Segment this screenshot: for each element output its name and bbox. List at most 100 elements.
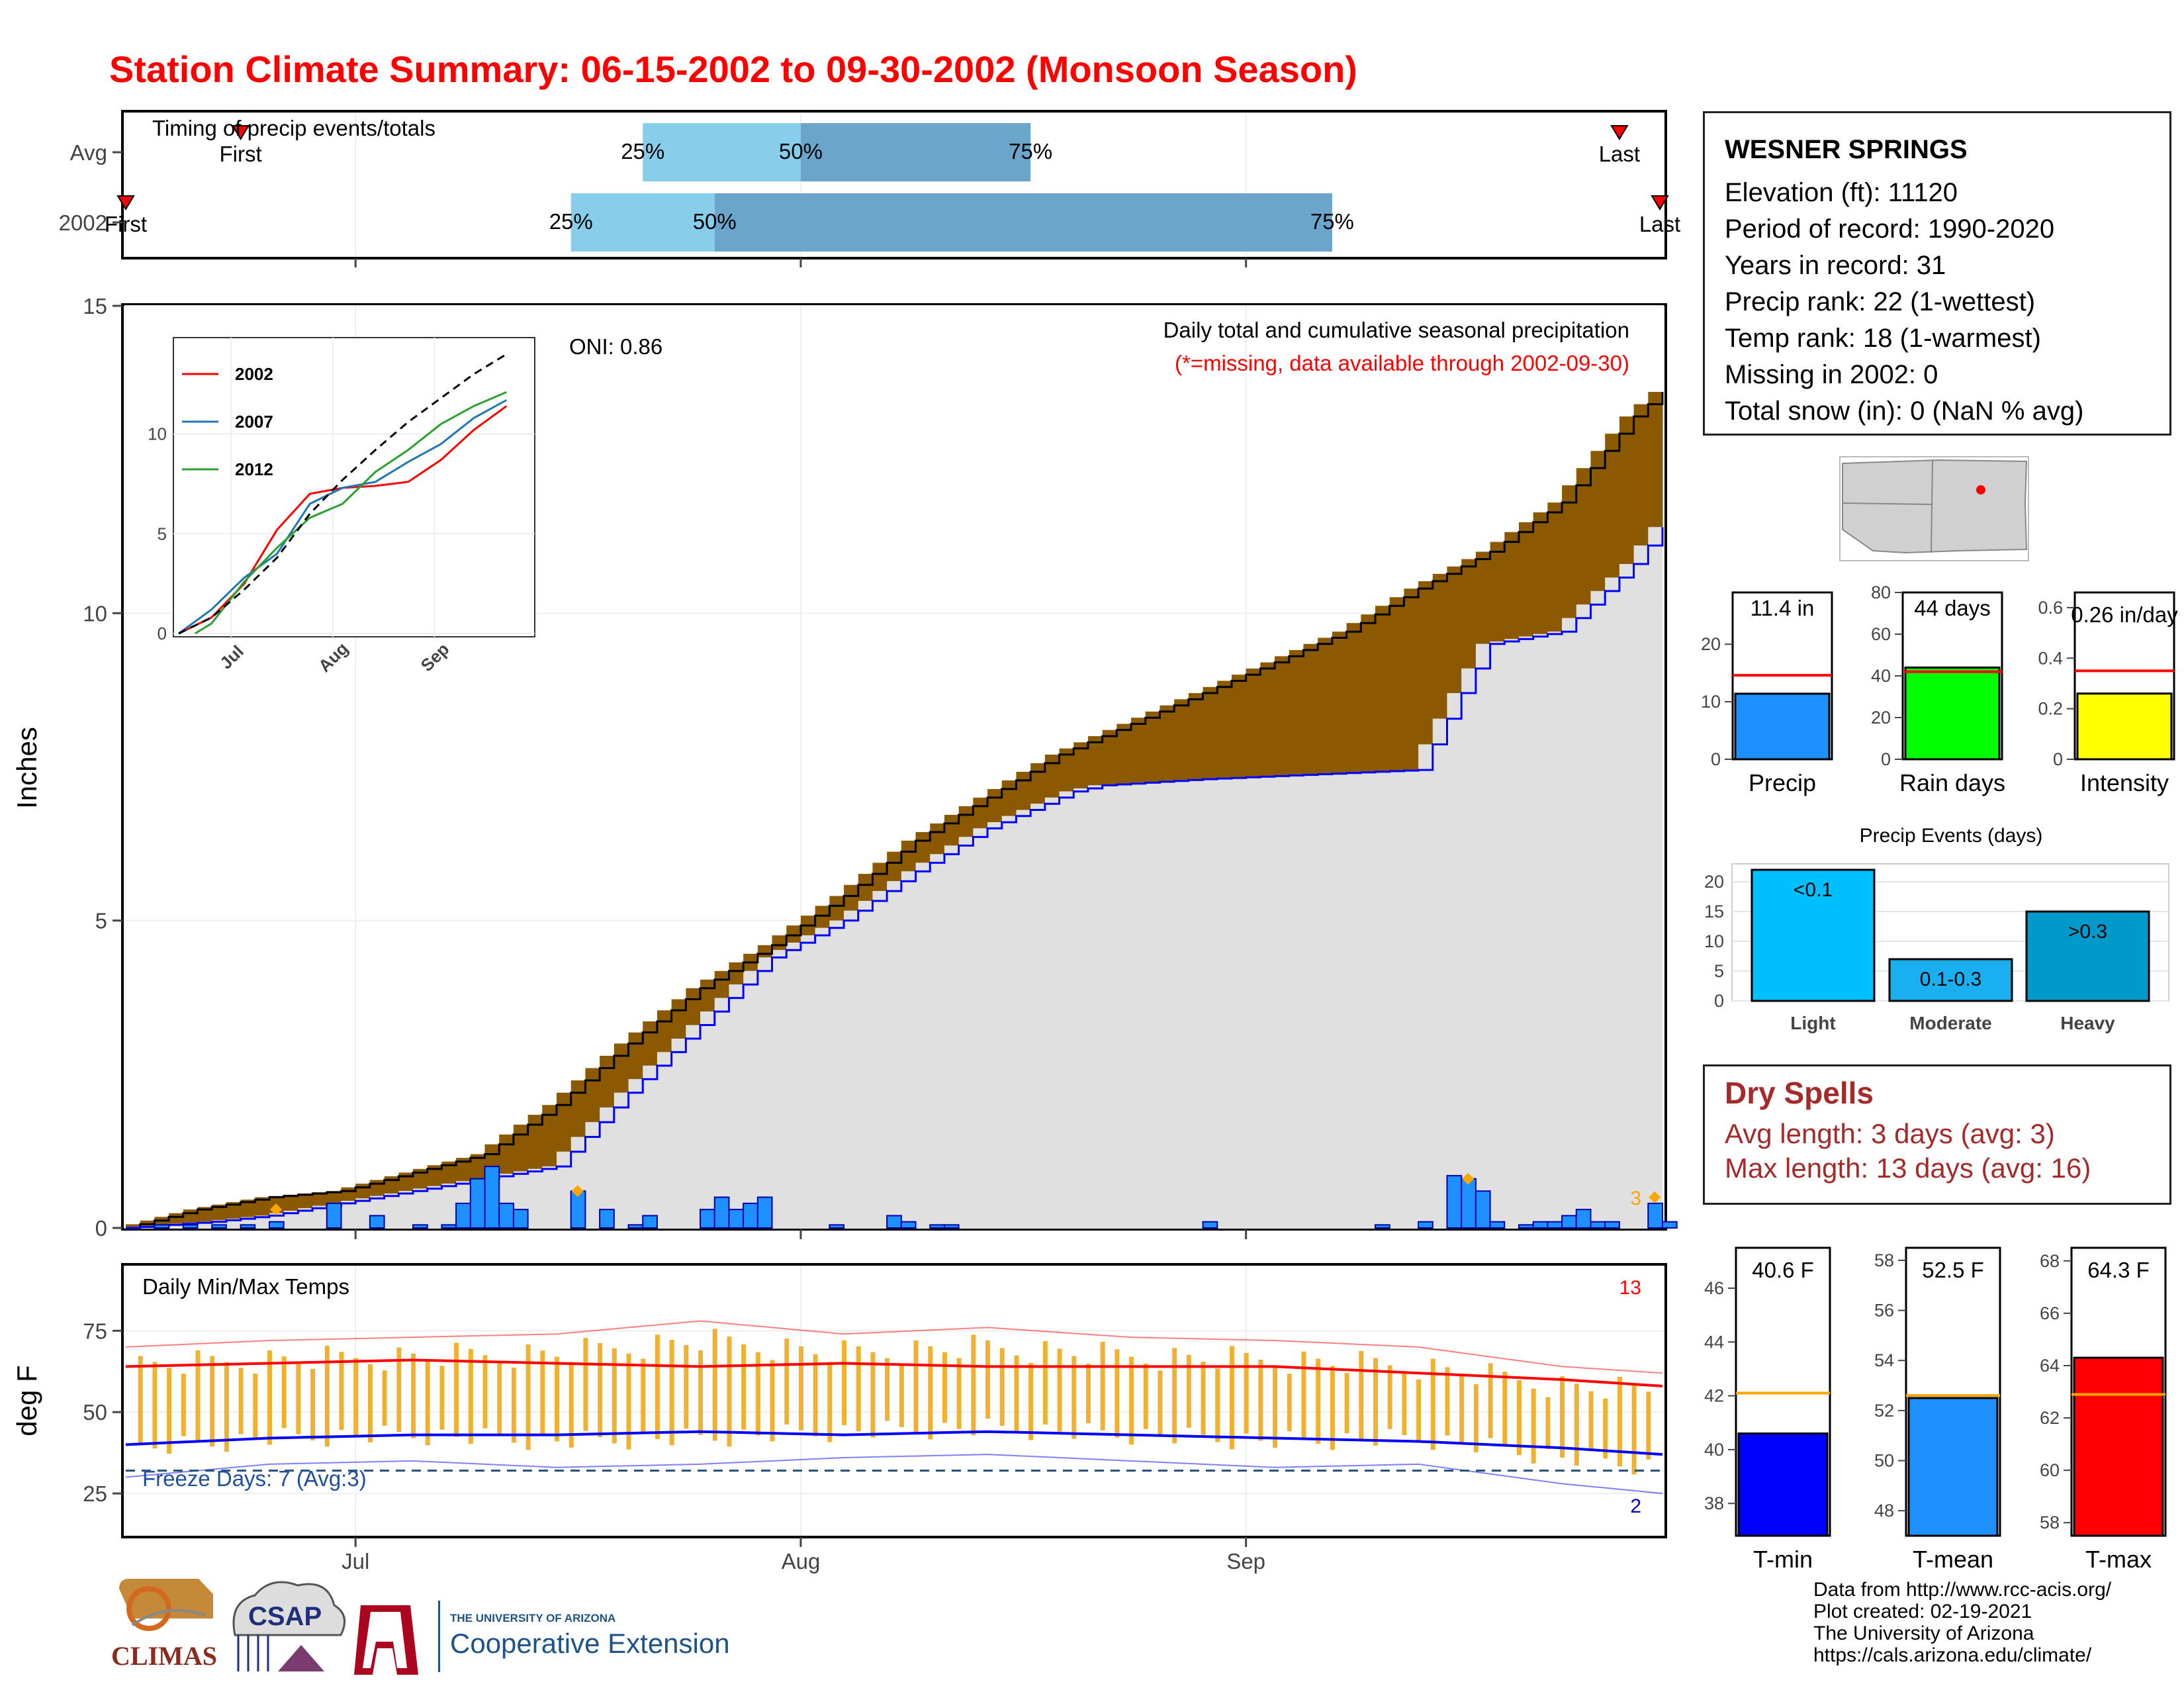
ua-logo-big: Cooperative Extension [450, 1628, 730, 1659]
daily-temp-bar [1359, 1350, 1364, 1440]
bar-axis-label: Rain days [1899, 769, 2005, 796]
first-label: First [220, 142, 262, 166]
deficit-fill [958, 806, 974, 837]
daily-temp-bar [942, 1352, 947, 1423]
deficit-fill [600, 1055, 615, 1107]
y-tick-label: 64 [2040, 1356, 2060, 1376]
info-line: Elevation (ft): 11120 [1725, 178, 1958, 207]
y-tick-label: 0 [95, 1216, 107, 1241]
bar-axis-label: T-mean [1913, 1546, 1993, 1573]
daily-precip-bar [743, 1202, 758, 1229]
deficit-fill [686, 988, 701, 1025]
deficit-fill [1073, 742, 1089, 789]
daily-temp-bar [167, 1368, 172, 1454]
deficit-fill [413, 1168, 428, 1189]
daily-temp-bar [870, 1352, 876, 1438]
daily-precip-bar [211, 1224, 227, 1229]
y-tick-label: 10 [1701, 692, 1721, 712]
daily-temp-bar [999, 1348, 1005, 1426]
daily-temp-bar [770, 1360, 775, 1442]
credits: Data from http://www.rcc-acis.org/ Plot … [1813, 1579, 2111, 1666]
deficit-fill [1375, 606, 1390, 772]
deficit-fill [628, 1032, 643, 1080]
legend-label: 2007 [235, 412, 273, 432]
deficit-fill [714, 970, 729, 998]
last-marker [1610, 125, 1629, 140]
daily-temp-bar [482, 1355, 488, 1429]
ua-logo: THE UNIVERSITY OF ARIZONA Cooperative Ex… [354, 1601, 730, 1675]
daily-temp-bar [1273, 1366, 1278, 1448]
deficit-fill [1576, 468, 1591, 605]
csap-logo-text: CSAP [248, 1602, 322, 1631]
daily-precip-bar [627, 1224, 644, 1229]
y-tick-label: 60 [2040, 1460, 2060, 1480]
daily-temp-bar [195, 1350, 201, 1442]
deficit-fill [1432, 573, 1447, 719]
daily-temp-bar [181, 1374, 186, 1436]
daily-temp-bar [1158, 1370, 1163, 1436]
event-bar-label: 0.1-0.3 [1920, 968, 1981, 990]
y-tick-label: 80 [1871, 583, 1891, 602]
daily-temp-bar [784, 1338, 790, 1425]
csap-logo: CSAP [232, 1581, 346, 1671]
x-axis: Jul Aug Sep [341, 258, 1265, 1573]
deficit-fill [470, 1154, 486, 1179]
event-bar-label: >0.3 [2068, 921, 2107, 943]
credit-line: Plot created: 02-19-2021 [1813, 1601, 2032, 1622]
deficit-fill [1131, 718, 1146, 783]
y-tick-label: 58 [1874, 1250, 1894, 1270]
daily-precip-bar [484, 1166, 500, 1229]
extreme-marker [270, 1203, 283, 1216]
daily-precip-bar [1475, 1190, 1491, 1229]
bar-value-text: 40.6 F [1752, 1258, 1814, 1282]
daily-temp-bar [1229, 1346, 1234, 1450]
daily-precip-bar [700, 1209, 715, 1229]
deficit-fill [570, 1080, 586, 1137]
daily-precip-bar [441, 1224, 457, 1229]
deficit-fill [169, 1213, 184, 1224]
y-tick-label: 75 [83, 1319, 107, 1343]
station-info-box: WESNER SPRINGS Elevation (ft): 11120 Per… [1703, 111, 2171, 436]
temp-summary-bars: 38 40 42 44 46 T-min 40.6 F 48 50 52 54 56 58 T-mean 5… [1704, 1246, 2167, 1573]
deficit-fill [1231, 675, 1247, 778]
daily-temp-bar [296, 1362, 301, 1434]
daily-temp-bar [367, 1364, 373, 1442]
dry-spells-title: Dry Spells [1725, 1076, 1874, 1110]
last-label: Last [1639, 212, 1680, 236]
value-bar [2073, 1356, 2164, 1537]
bar-axis-label: T-max [2085, 1546, 2152, 1573]
daily-temp-bar [152, 1362, 158, 1449]
value-bar [1907, 1397, 1999, 1537]
daily-precip-bar [1374, 1224, 1390, 1229]
daily-temp-bar [425, 1360, 430, 1446]
daily-temp-bar [382, 1370, 387, 1426]
deficit-fill [1504, 532, 1520, 639]
daily-temp-bar [511, 1367, 516, 1443]
deficit-fill [930, 823, 945, 855]
y-tick-label: 58 [2040, 1513, 2060, 1532]
daily-temp-bar [727, 1336, 732, 1447]
deficit-fill [441, 1161, 457, 1184]
daily-precip-bar [1518, 1224, 1534, 1229]
daily-temp-bar [353, 1358, 359, 1436]
deficit-fill [1619, 416, 1635, 565]
pct-label: 75% [1009, 139, 1052, 164]
y-tick-label: 56 [1874, 1301, 1894, 1321]
temp-panel: 25 50 75 Daily Min/Max Temps Freeze Days: … [11, 1263, 1667, 1538]
daily-temp-bar [1545, 1397, 1551, 1450]
legend-label: 2012 [235, 459, 273, 479]
events-chart: Precip Events (days) 0 5 10 15 20 <0.1 Light 0.1… [1704, 825, 2169, 1033]
event-bar [2025, 910, 2150, 1002]
daily-temp-bar [813, 1354, 818, 1436]
daily-temp-bar [885, 1358, 890, 1421]
daily-temp-bar [827, 1362, 833, 1442]
deficit-fill [1361, 614, 1376, 772]
temp-title: Daily Min/Max Temps [142, 1274, 349, 1299]
avg-min-line [125, 1430, 1663, 1456]
daily-temp-bar [842, 1340, 847, 1425]
deficit-fill [312, 1192, 328, 1206]
daily-temp-bar [339, 1352, 344, 1430]
event-bar-label: <0.1 [1794, 879, 1833, 901]
y-tick-label: 15 [83, 294, 107, 318]
daily-temp-bar [310, 1368, 316, 1440]
